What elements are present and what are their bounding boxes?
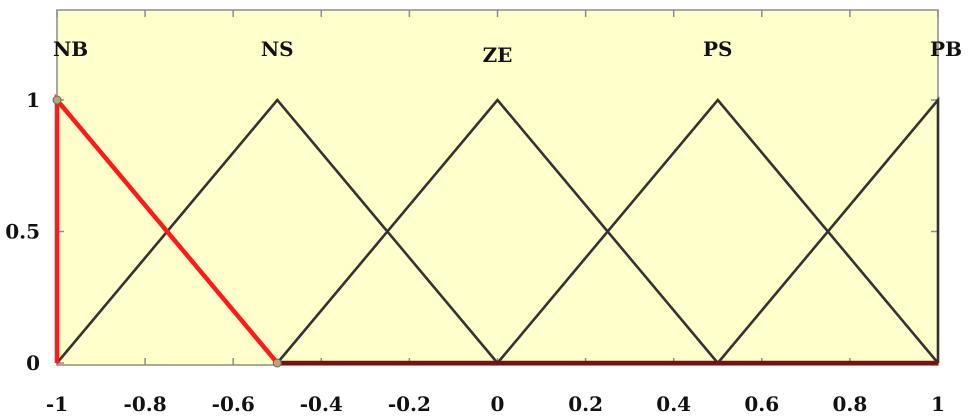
mf-line-ps [496, 97, 939, 364]
x-tick-label: -1 [46, 392, 68, 416]
mf-line-ns [56, 97, 499, 364]
highlight-endpoint-marker [52, 95, 62, 105]
mf-labels: NB NS ZE PS PB [53, 37, 962, 67]
mf-label-ze: ZE [483, 43, 513, 67]
mf-label-nb: NB [53, 37, 88, 61]
x-tick-label: -0.6 [212, 392, 255, 416]
x-tick-label: 1 [931, 392, 945, 416]
x-tick-labels: -1 -0.8 -0.6 -0.4 -0.2 0 0.2 0.4 0.6 0.8 1 [46, 392, 945, 416]
x-tick-label: 0.2 [568, 392, 603, 416]
x-tick-label: -0.4 [300, 392, 343, 416]
mf-label-pb: PB [930, 37, 962, 61]
x-tick-label: 0.8 [833, 392, 868, 416]
x-tick-label: 0.4 [656, 392, 691, 416]
x-tick-label: 0 [491, 392, 505, 416]
highlight-endpoint-marker [272, 358, 282, 368]
x-tick-label: -0.8 [124, 392, 167, 416]
mf-label-ns: NS [261, 37, 294, 61]
y-tick-labels: 00.51 [5, 88, 40, 375]
mf-line-ze [276, 97, 719, 364]
y-tick-label: 0.5 [5, 220, 40, 244]
mf-label-ps: PS [703, 37, 732, 61]
x-tick-label: -0.2 [388, 392, 431, 416]
series-group [52, 93, 940, 368]
x-tick-label: 0.6 [744, 392, 779, 416]
y-tick-label: 0 [26, 351, 40, 375]
mf-line-pb [716, 96, 940, 364]
y-tick-label: 1 [26, 88, 40, 112]
